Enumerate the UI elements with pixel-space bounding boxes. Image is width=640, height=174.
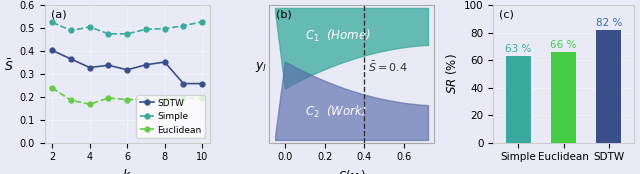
Euclidean: [142, 98, 150, 100]
Line: SDTW: SDTW: [50, 48, 205, 86]
SDTW: [180, 82, 188, 85]
SDTW: [105, 64, 113, 66]
X-axis label: $S(\mathbf{y}_l)$: $S(\mathbf{y}_l)$: [337, 168, 365, 174]
SDTW: [49, 49, 56, 51]
Text: $\bar{S} = 0.4$: $\bar{S} = 0.4$: [369, 60, 408, 74]
Text: 82 %: 82 %: [596, 18, 622, 28]
Simple: [67, 29, 75, 31]
Text: 63 %: 63 %: [505, 44, 532, 54]
Text: (a): (a): [51, 9, 67, 19]
Text: (c): (c): [499, 9, 514, 19]
X-axis label: $k$: $k$: [122, 168, 132, 174]
SDTW: [67, 58, 75, 60]
SDTW: [198, 82, 206, 85]
Y-axis label: $SR$ (%): $SR$ (%): [444, 54, 459, 94]
Simple: [161, 27, 168, 30]
Euclidean: [105, 97, 113, 99]
Euclidean: [180, 97, 188, 99]
Text: $C_1$  (Home): $C_1$ (Home): [305, 27, 371, 44]
Euclidean: [67, 99, 75, 101]
SDTW: [86, 66, 93, 69]
Text: (b): (b): [276, 9, 291, 19]
SDTW: [124, 69, 131, 71]
Simple: [105, 33, 113, 35]
Euclidean: [161, 98, 168, 101]
Simple: [198, 21, 206, 23]
Euclidean: [124, 98, 131, 101]
Legend: SDTW, Simple, Euclidean: SDTW, Simple, Euclidean: [136, 95, 205, 138]
Euclidean: [86, 103, 93, 105]
Line: Simple: Simple: [50, 19, 205, 36]
Text: 66 %: 66 %: [550, 40, 577, 50]
Text: $C_2$  (Work): $C_2$ (Work): [305, 104, 367, 120]
Line: Euclidean: Euclidean: [50, 86, 205, 107]
Bar: [551, 52, 576, 143]
Simple: [124, 33, 131, 35]
Y-axis label: $y_l$: $y_l$: [255, 60, 267, 74]
Simple: [142, 28, 150, 30]
SDTW: [161, 61, 168, 63]
Simple: [49, 21, 56, 23]
Bar: [506, 56, 531, 143]
Y-axis label: $\bar{S}$: $\bar{S}$: [4, 58, 13, 74]
SDTW: [142, 64, 150, 66]
Simple: [180, 25, 188, 27]
Simple: [86, 26, 93, 28]
Bar: [596, 30, 621, 143]
Euclidean: [49, 87, 56, 89]
Euclidean: [198, 97, 206, 100]
